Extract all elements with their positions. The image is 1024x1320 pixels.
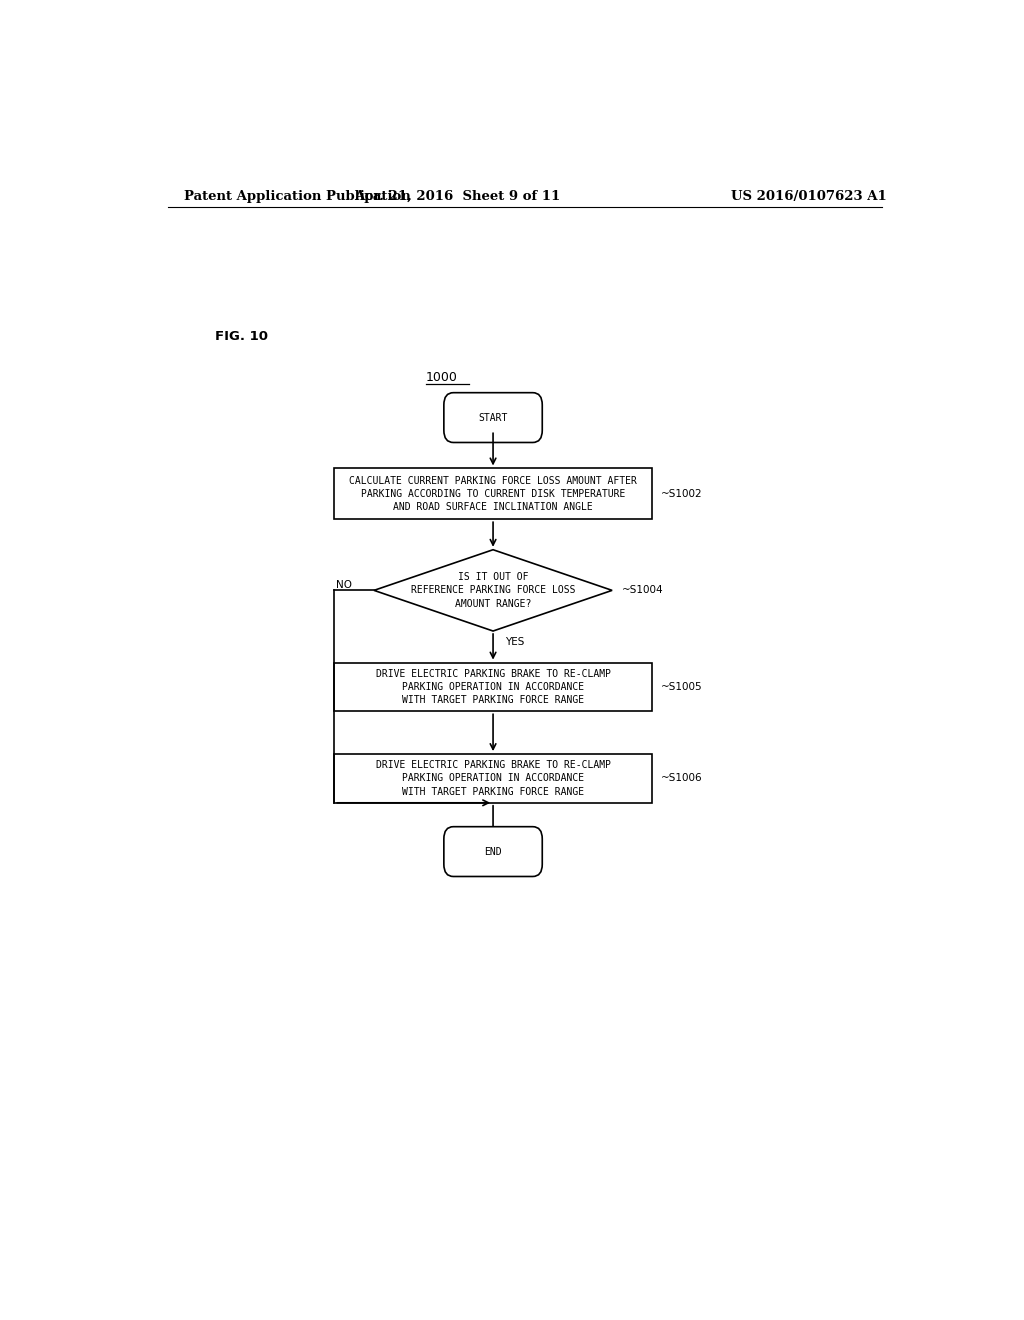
Text: START: START	[478, 413, 508, 422]
Text: DRIVE ELECTRIC PARKING BRAKE TO RE-CLAMP
PARKING OPERATION IN ACCORDANCE
WITH TA: DRIVE ELECTRIC PARKING BRAKE TO RE-CLAMP…	[376, 669, 610, 705]
Text: Apr. 21, 2016  Sheet 9 of 11: Apr. 21, 2016 Sheet 9 of 11	[354, 190, 560, 202]
Text: US 2016/0107623 A1: US 2016/0107623 A1	[731, 190, 887, 202]
Text: DRIVE ELECTRIC PARKING BRAKE TO RE-CLAMP
PARKING OPERATION IN ACCORDANCE
WITH TA: DRIVE ELECTRIC PARKING BRAKE TO RE-CLAMP…	[376, 760, 610, 796]
Text: END: END	[484, 846, 502, 857]
Polygon shape	[374, 549, 612, 631]
Text: ~S1002: ~S1002	[662, 488, 702, 499]
Text: 1000: 1000	[426, 371, 458, 384]
Text: ~S1006: ~S1006	[662, 774, 702, 783]
Bar	[334, 663, 652, 711]
FancyBboxPatch shape	[443, 826, 543, 876]
Text: Patent Application Publication: Patent Application Publication	[183, 190, 411, 202]
Text: NO: NO	[336, 581, 352, 590]
Text: FIG. 10: FIG. 10	[215, 330, 268, 343]
Text: CALCULATE CURRENT PARKING FORCE LOSS AMOUNT AFTER
PARKING ACCORDING TO CURRENT D: CALCULATE CURRENT PARKING FORCE LOSS AMO…	[349, 475, 637, 512]
Bar	[334, 469, 652, 519]
Text: ~S1004: ~S1004	[622, 585, 664, 595]
Bar	[334, 754, 652, 803]
Text: IS IT OUT OF
REFERENCE PARKING FORCE LOSS
AMOUNT RANGE?: IS IT OUT OF REFERENCE PARKING FORCE LOS…	[411, 572, 575, 609]
Text: ~S1005: ~S1005	[662, 682, 702, 692]
FancyBboxPatch shape	[443, 392, 543, 442]
Text: YES: YES	[505, 638, 524, 647]
